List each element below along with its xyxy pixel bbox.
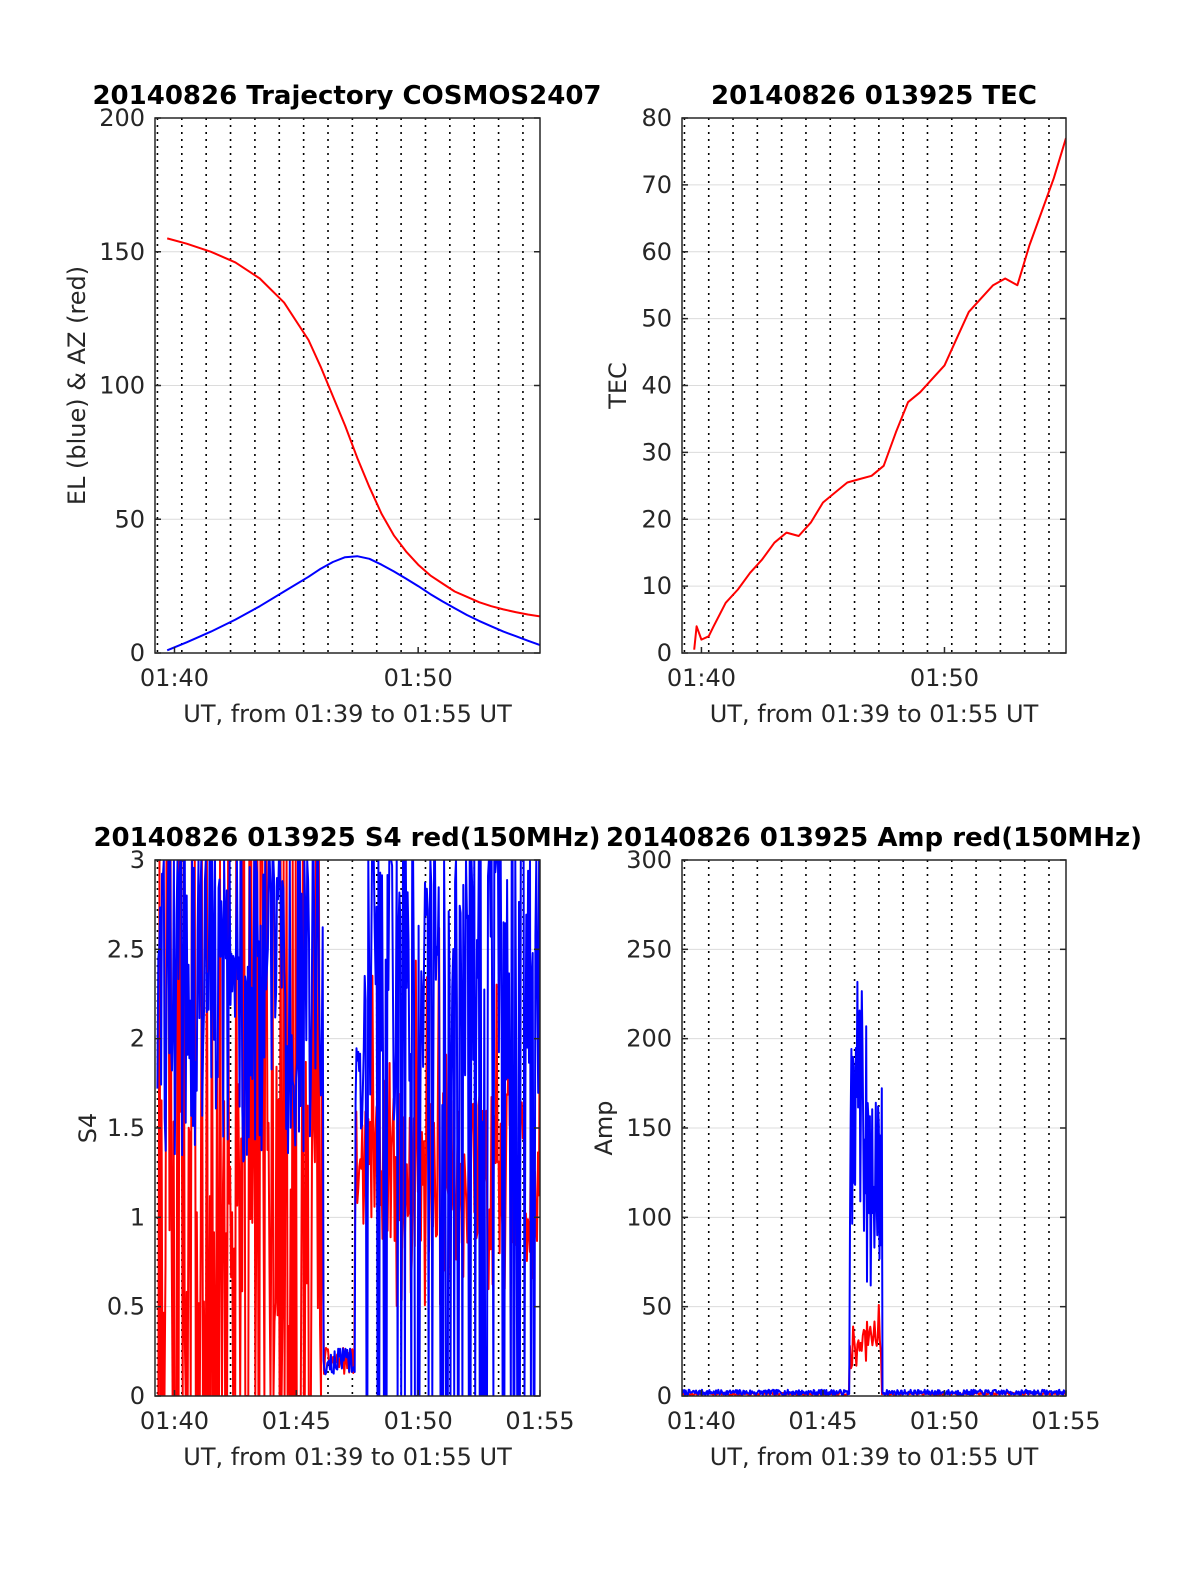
y-tick-label: 0 [657,1382,672,1410]
y-tick-label: 200 [99,104,145,132]
y-tick-label: 10 [641,572,672,600]
y-tick-label: 200 [626,1025,672,1053]
y-tick-label: 0 [130,639,145,667]
chart-trajectory: 0 50 100 150 200 01:40 01:50 UT, from 01:39 to … [63,81,602,728]
y-tick-label: 100 [626,1203,672,1231]
x-tick-label: 01:40 [667,1407,736,1435]
y-tick-label: 100 [99,372,145,400]
chart-tec: 0 10 20 30 40 50 60 70 80 01:40 01:50 UT, from 01:3… [604,81,1067,728]
series-line-blue [156,860,540,1396]
x-axis-label: UT, from 01:39 to 01:55 UT [710,1443,1039,1471]
y-tick-label: 3 [130,846,145,874]
x-tick-label: 01:40 [140,1407,209,1435]
x-tick-label: 01:55 [505,1407,574,1435]
x-axis-label: UT, from 01:39 to 01:55 UT [183,700,512,728]
x-axis-label: UT, from 01:39 to 01:55 UT [710,700,1039,728]
x-tick-label: 01:55 [1031,1407,1100,1435]
y-tick-label: 0 [657,639,672,667]
y-tick-label: 40 [641,372,672,400]
series-line-blue [166,555,540,652]
y-axis-label: EL (blue) & AZ (red) [63,266,91,505]
y-tick-label: 50 [641,305,672,333]
y-tick-label: 50 [114,505,145,533]
chart-amp: 0 50 100 150 200 250 300 01:40 01:45 01:50 01:55 UT… [590,823,1142,1471]
series-line-blue [682,980,1066,1396]
y-tick-label: 80 [641,104,672,132]
x-tick-label: 01:50 [384,664,453,692]
chart-s4: 0 0.5 1 1.5 2 2.5 3 01:40 01:45 01:50 01:55 UT, fro… [74,823,601,1471]
y-tick-label: 150 [99,238,145,266]
y-tick-label: 30 [641,438,672,466]
y-tick-label: 2 [130,1025,145,1053]
chart-title: 20140826 Trajectory COSMOS2407 [92,81,601,111]
y-tick-label: 70 [641,171,672,199]
x-tick-label: 01:50 [910,664,979,692]
x-tick-label: 01:50 [910,1407,979,1435]
series-line-red [166,237,540,618]
x-tick-label: 01:40 [667,664,736,692]
y-tick-label: 300 [626,846,672,874]
y-tick-label: 0.5 [107,1293,145,1321]
series-line-red [693,137,1066,650]
y-tick-label: 1.5 [107,1114,145,1142]
y-tick-label: 250 [626,935,672,963]
x-tick-label: 01:40 [140,664,209,692]
chart-title: 20140826 013925 Amp red(150MHz) [606,823,1142,853]
chart-title: 20140826 013925 TEC [711,81,1037,111]
y-tick-label: 20 [641,505,672,533]
y-tick-label: 150 [626,1114,672,1142]
y-tick-label: 50 [641,1293,672,1321]
y-tick-label: 0 [130,1382,145,1410]
x-tick-label: 01:45 [262,1407,331,1435]
y-tick-label: 60 [641,238,672,266]
chart-title: 20140826 013925 S4 red(150MHz) [93,823,600,853]
x-tick-label: 01:45 [788,1407,857,1435]
y-axis-label: S4 [74,1113,102,1144]
y-tick-label: 2.5 [107,935,145,963]
y-axis-label: TEC [604,362,632,410]
y-tick-label: 1 [130,1203,145,1231]
y-axis-label: Amp [590,1100,618,1155]
x-tick-label: 01:50 [384,1407,453,1435]
x-axis-label: UT, from 01:39 to 01:55 UT [183,1443,512,1471]
